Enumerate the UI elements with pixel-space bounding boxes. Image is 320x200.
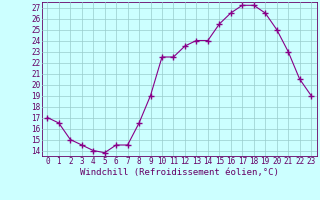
X-axis label: Windchill (Refroidissement éolien,°C): Windchill (Refroidissement éolien,°C) <box>80 168 279 177</box>
